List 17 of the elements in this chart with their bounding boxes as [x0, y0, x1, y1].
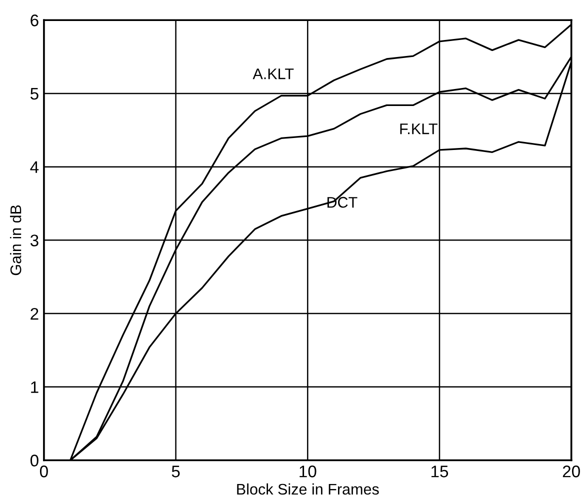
annotation: DCT — [327, 196, 358, 208]
x-tick-label: 5 — [172, 466, 180, 478]
y-tick-label: 2 — [30, 308, 38, 320]
y-tick-label: 1 — [31, 381, 38, 393]
x-tick-label: 20 — [562, 466, 580, 478]
y-tick-label: 0 — [30, 454, 38, 466]
y-tick-label: 4 — [30, 161, 39, 173]
x-tick-label: 0 — [40, 466, 48, 478]
annotation: F.KLT — [400, 124, 438, 134]
annotation: A.KLT — [252, 68, 294, 80]
x-tick-label: 10 — [300, 466, 316, 478]
x-tick-label: 15 — [432, 466, 448, 478]
y-axis-title: Gain in dB — [10, 205, 22, 276]
y-tick-label: 6 — [30, 14, 38, 26]
x-axis-title: Block Size in Frames — [237, 483, 379, 495]
y-tick-label: 5 — [30, 88, 38, 100]
y-tick-label: 3 — [30, 234, 38, 246]
